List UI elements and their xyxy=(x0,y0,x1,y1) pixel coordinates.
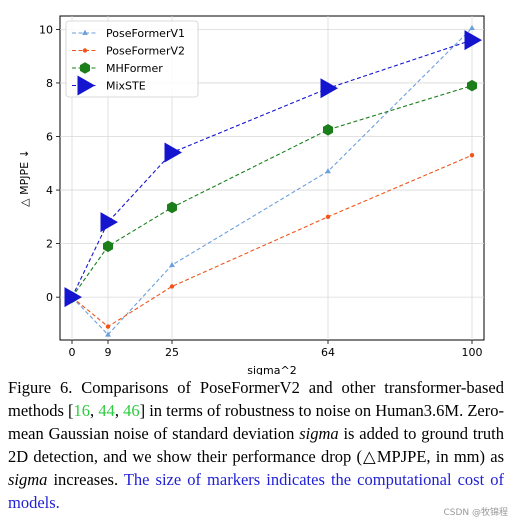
data-point xyxy=(164,142,182,163)
data-point xyxy=(320,78,338,99)
x-tick-label: 9 xyxy=(105,346,112,359)
legend-label: MixSTE xyxy=(106,80,146,93)
x-tick-label: 0 xyxy=(69,346,76,359)
x-tick-label: 100 xyxy=(462,346,483,359)
citation-link-44[interactable]: 44 xyxy=(98,401,115,420)
caption-math-sigma: sigma xyxy=(8,470,48,489)
data-point xyxy=(325,214,331,220)
legend-label: PoseFormerV2 xyxy=(106,45,185,58)
series-layer xyxy=(64,24,482,337)
caption-middle-2: is added to ground truth 2D detection, a… xyxy=(8,424,504,466)
series-poseformerv2 xyxy=(69,153,475,329)
data-point xyxy=(469,24,475,30)
data-point xyxy=(105,324,111,329)
y-tick-label: 2 xyxy=(46,238,53,251)
data-point xyxy=(100,212,118,233)
y-tick-label: 0 xyxy=(46,291,53,304)
y-axis-ticks: 0 2 4 6 8 10 xyxy=(39,23,60,304)
data-point xyxy=(322,124,334,136)
series-mixste xyxy=(64,30,482,308)
x-tick-label: 25 xyxy=(165,346,179,359)
data-point xyxy=(469,153,475,158)
legend-label: MHFormer xyxy=(106,62,163,75)
y-tick-label: 8 xyxy=(46,77,53,90)
legend-item: MixSTE xyxy=(72,75,146,96)
legend-marker xyxy=(82,29,88,35)
caption-middle-3: increases. xyxy=(47,470,124,489)
series-mhformer xyxy=(66,79,478,303)
data-point xyxy=(64,287,82,308)
citation-link-16[interactable]: 16 xyxy=(73,401,91,420)
data-point xyxy=(105,331,111,337)
legend-marker xyxy=(77,75,95,96)
y-tick-label: 6 xyxy=(46,130,53,143)
watermark: CSDN @牧锦程 xyxy=(443,508,508,518)
grid-lines xyxy=(60,16,484,340)
data-point xyxy=(166,201,178,214)
data-point xyxy=(169,284,175,289)
caption-marker-note: The size of markers indicates the comput… xyxy=(8,470,504,512)
x-tick-label: 64 xyxy=(321,346,335,359)
legend-marker xyxy=(82,48,88,53)
legend: PoseFormerV1 PoseFormerV2 MHFormer MixSTE xyxy=(65,20,199,98)
data-point xyxy=(169,261,175,267)
data-point xyxy=(102,240,114,253)
legend-marker xyxy=(79,62,91,74)
legend-box xyxy=(65,20,199,98)
caption-middle: ] in terms of robustness to noise on Hum… xyxy=(8,401,504,443)
data-point xyxy=(464,30,482,51)
legend-item: PoseFormerV2 xyxy=(72,45,185,58)
caption-lead: Figure 6. Comparisons of PoseFormerV2 an… xyxy=(8,378,504,420)
legend-item: MHFormer xyxy=(72,62,163,75)
y-tick-label: 10 xyxy=(39,23,53,36)
series-line xyxy=(71,154,473,328)
figure-caption: Figure 6. Comparisons of PoseFormerV2 an… xyxy=(8,376,504,514)
y-tick-label: 4 xyxy=(46,184,53,197)
x-axis-label: sigma^2 xyxy=(247,364,296,375)
data-point xyxy=(466,79,478,92)
series-line xyxy=(71,85,473,298)
plot-area-frame xyxy=(59,15,485,341)
citation-link-46[interactable]: 46 xyxy=(123,401,140,420)
x-axis-ticks: 0 9 25 64 100 xyxy=(69,340,483,359)
legend-item: PoseFormerV1 xyxy=(72,27,185,40)
caption-math-sigma: sigma xyxy=(299,424,339,443)
caption-separator: , xyxy=(114,401,124,420)
data-point xyxy=(325,168,331,174)
legend-label: PoseFormerV1 xyxy=(106,27,185,40)
caption-separator: , xyxy=(90,401,99,420)
y-axis-label: △ MPJPE ↓ xyxy=(18,149,31,207)
line-chart: 0 9 25 64 100 0 2 4 6 8 10 sigma^2 △ MPJPE ↓ Pose… xyxy=(18,15,485,375)
